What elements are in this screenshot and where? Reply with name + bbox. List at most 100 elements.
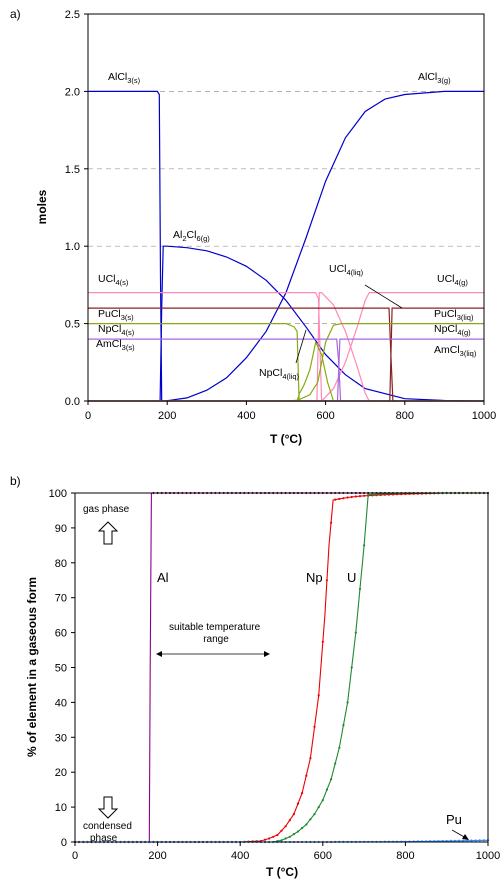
chart-b-y-ticks: 0 10 20 30 40 50 60 70 80 90 100 [49, 488, 75, 849]
series-line [88, 292, 484, 402]
series-line [88, 292, 484, 402]
chart-a-x-ticks: 0 200 400 600 800 1000 [85, 401, 496, 422]
data-point [288, 819, 291, 822]
data-point [371, 493, 374, 496]
data-point [354, 631, 357, 634]
x-tick-label: 800 [396, 850, 414, 862]
data-point [354, 495, 357, 498]
data-point [330, 521, 333, 524]
chart-a-x-axis-label: T (°C) [270, 432, 302, 446]
data-point [263, 838, 267, 841]
condensed-phase-label: condensed phase [83, 821, 135, 844]
species-label: UCl4(g) [437, 273, 468, 287]
series-line [88, 338, 484, 402]
data-point [375, 493, 378, 496]
data-point [284, 825, 287, 828]
data-point [338, 746, 341, 749]
species-label: NpCl4(s) [98, 323, 135, 337]
chart-a-y-ticks: 0.0 0.5 1.0 1.5 2.0 2.5 [65, 9, 88, 408]
x-tick-label: 600 [316, 410, 334, 422]
species-label: NpCl4(liq) [259, 367, 300, 381]
data-point [350, 666, 353, 669]
data-point [470, 839, 473, 842]
chart-b-series [73, 491, 490, 844]
ucl4-liq-pointer [364, 284, 403, 309]
series-line [88, 307, 484, 402]
data-point [367, 493, 370, 496]
x-tick-label: 0 [72, 850, 78, 862]
data-point [317, 694, 320, 697]
data-point [350, 495, 353, 499]
x-tick-label: 1000 [476, 850, 500, 862]
data-point [325, 579, 328, 582]
x-tick-label: 400 [231, 850, 249, 862]
y-tick-label: 40 [55, 697, 67, 709]
label-np: Np [306, 570, 323, 585]
data-point [317, 806, 320, 809]
panel-b-label: b) [10, 474, 21, 488]
data-point [334, 498, 337, 501]
chart-b-frame [74, 492, 489, 843]
chart-a: a) 0 200 400 600 800 1000 0.00.51.01.52.02.5 … [10, 7, 496, 446]
down-arrow-icon [97, 796, 119, 819]
species-label: AmCl3(liq) [434, 344, 477, 358]
species-label: AlCl3(s) [108, 71, 141, 85]
pu-pointer-arrow [451, 829, 469, 840]
series-line [88, 292, 484, 402]
y-tick-label: 50 [55, 663, 67, 675]
chart-b-y-axis-label: % of element in a gaseous form [25, 577, 39, 757]
panel-a-label: a) [10, 7, 21, 21]
species-label: UCl4(s) [98, 273, 129, 287]
series-line [159, 245, 485, 402]
x-tick-label: 800 [396, 410, 414, 422]
x-tick-label: 400 [237, 410, 255, 422]
chart-a-species-labels: AlCl3(s) AlCl3(g) Al2Cl6(g) UCl4(s) UCl4(liq… [96, 71, 477, 381]
data-point [346, 496, 349, 499]
x-tick-label: 200 [148, 850, 166, 862]
series-line [88, 338, 484, 402]
data-point [458, 839, 461, 842]
chart-b-x-ticks: 0 200 400 600 800 1000 [72, 842, 500, 862]
data-point [268, 837, 271, 840]
data-point [342, 497, 345, 500]
data-point [321, 640, 324, 644]
data-point [276, 833, 279, 837]
series-line [75, 492, 488, 843]
data-point [309, 757, 312, 760]
chart-a-y-axis-label: moles [35, 189, 49, 224]
y-tick-label: 60 [55, 628, 67, 640]
data-point [272, 835, 275, 838]
data-point [338, 497, 341, 500]
y-tick-label: 0.0 [65, 396, 80, 408]
series-line [88, 307, 484, 402]
up-arrow-icon [97, 521, 119, 545]
chart-b: b) 0 200 400 600 800 1000 0 10 20 30 40 50 60 70 80 90… [10, 474, 500, 879]
y-tick-label: 1.5 [65, 164, 80, 176]
y-tick-label: 2.0 [65, 86, 80, 98]
data-point [301, 792, 304, 795]
species-label: PuCl3(liq) [434, 308, 474, 322]
data-point [288, 835, 291, 838]
data-point [466, 839, 469, 842]
data-point [284, 837, 287, 840]
species-label: Al2Cl6(g) [173, 229, 210, 243]
label-al: Al [157, 570, 169, 585]
data-point [449, 839, 452, 843]
data-point [358, 587, 362, 591]
data-point [474, 839, 477, 842]
data-point [325, 788, 328, 791]
y-tick-label: 90 [55, 523, 67, 535]
npcl4-liq-pointer [295, 329, 307, 364]
x-tick-label: 200 [158, 410, 176, 422]
data-point [296, 830, 300, 833]
data-point [305, 823, 308, 826]
chart-a-frame [87, 13, 485, 402]
data-point [292, 833, 295, 836]
data-point [330, 778, 333, 781]
y-tick-label: 70 [55, 593, 67, 605]
data-point [309, 818, 312, 821]
y-tick-label: 30 [55, 732, 67, 744]
label-pu: Pu [446, 812, 462, 827]
data-point [280, 839, 283, 842]
data-point [280, 829, 283, 832]
